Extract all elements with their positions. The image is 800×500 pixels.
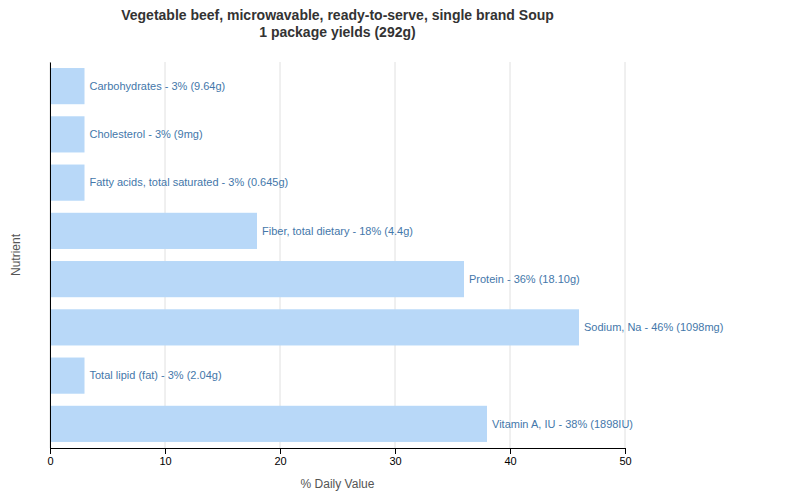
grid-line bbox=[395, 62, 396, 448]
x-tick: 50 bbox=[619, 448, 631, 467]
data-label: Protein - 36% (18.10g) bbox=[469, 273, 580, 285]
x-tick-label: 0 bbox=[47, 455, 53, 467]
bar bbox=[50, 116, 85, 152]
x-tick: 40 bbox=[504, 448, 516, 467]
data-label: Sodium, Na - 46% (1098mg) bbox=[584, 321, 723, 333]
x-tick-mark bbox=[280, 448, 281, 454]
x-tick-mark bbox=[165, 448, 166, 454]
grid-line bbox=[165, 62, 166, 448]
grid-line bbox=[280, 62, 281, 448]
x-tick-label: 10 bbox=[159, 455, 171, 467]
bars bbox=[50, 68, 579, 442]
data-label: Vitamin A, IU - 38% (1898IU) bbox=[492, 418, 633, 430]
grid-line bbox=[50, 62, 51, 448]
x-tick-label: 20 bbox=[274, 455, 286, 467]
x-axis: 0 10 20 30 40 50 bbox=[47, 448, 631, 467]
y-axis-title: Nutrient bbox=[9, 233, 23, 276]
x-axis-title: % Daily Value bbox=[301, 477, 375, 491]
bar bbox=[50, 165, 85, 201]
y-axis bbox=[50, 63, 52, 449]
data-label: Total lipid (fat) - 3% (2.04g) bbox=[90, 369, 222, 381]
data-label: Cholesterol - 3% (9mg) bbox=[90, 128, 203, 140]
bar bbox=[50, 213, 257, 249]
x-axis-line bbox=[51, 449, 626, 455]
x-tick-label: 50 bbox=[619, 455, 631, 467]
x-tick: 10 bbox=[159, 448, 171, 467]
bar bbox=[50, 406, 487, 442]
data-label: Carbohydrates - 3% (9.64g) bbox=[90, 80, 226, 92]
grid bbox=[50, 62, 625, 448]
bar bbox=[50, 358, 85, 394]
grid-line bbox=[625, 62, 626, 448]
chart: Vegetable beef, microwavable, ready-to-s… bbox=[0, 0, 800, 500]
x-tick-mark bbox=[395, 448, 396, 454]
data-label: Fiber, total dietary - 18% (4.4g) bbox=[262, 225, 413, 237]
x-tick-label: 40 bbox=[504, 455, 516, 467]
bar bbox=[50, 261, 464, 297]
bar bbox=[50, 309, 579, 345]
x-tick: 0 bbox=[47, 448, 53, 467]
x-tick: 30 bbox=[389, 448, 401, 467]
title: Vegetable beef, microwavable, ready-to-s… bbox=[121, 7, 554, 40]
x-tick: 20 bbox=[274, 448, 286, 467]
y-axis-line bbox=[50, 63, 51, 449]
x-tick-mark bbox=[50, 448, 51, 454]
bar bbox=[50, 68, 85, 104]
data-label: Fatty acids, total saturated - 3% (0.645… bbox=[90, 176, 289, 188]
grid-line bbox=[510, 62, 511, 448]
data-labels: Carbohydrates - 3% (9.64g) Cholesterol - … bbox=[90, 80, 724, 430]
x-tick-label: 30 bbox=[389, 455, 401, 467]
x-tick-mark bbox=[510, 448, 511, 454]
x-tick-mark bbox=[625, 448, 626, 454]
plot: 0 10 20 30 40 50 Carbohydrates - 3% (9.64g) Cho… bbox=[47, 62, 723, 467]
